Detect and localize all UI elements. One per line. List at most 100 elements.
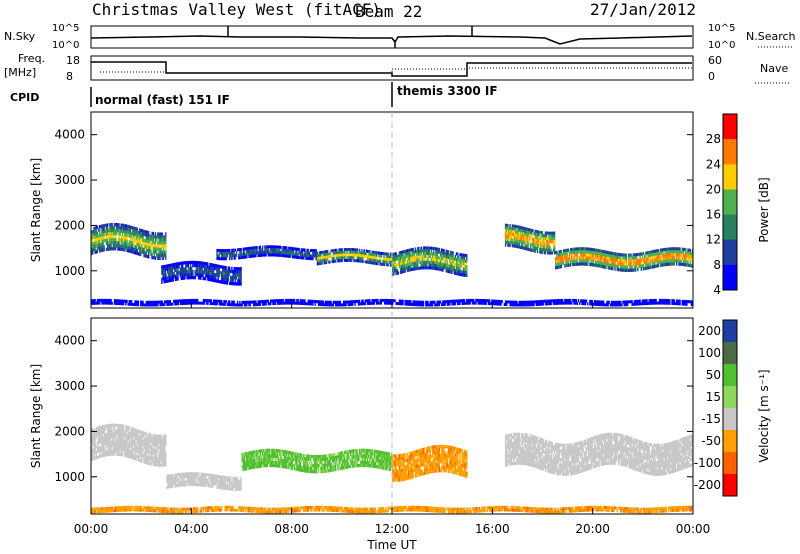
power-echo-cell	[338, 251, 340, 255]
power-echo-cell	[258, 248, 260, 252]
velocity-echo-cell	[96, 447, 99, 451]
power-echo-cell	[666, 301, 669, 305]
power-echo-cell	[417, 252, 419, 256]
power-echo-cell	[219, 280, 222, 284]
velocity-echo-cell	[152, 457, 154, 461]
power-echo-cell	[307, 248, 309, 252]
power-echo-cell	[652, 262, 654, 266]
velocity-echo-cell	[140, 453, 142, 457]
power-echo-cell	[358, 248, 361, 252]
power-echo-cell	[244, 303, 247, 307]
power-echo-cell	[678, 247, 680, 251]
power-echo-cell	[97, 234, 100, 238]
power-echo-cell	[548, 302, 550, 306]
power-echo-cell	[157, 253, 159, 257]
power-colorbar-tick: 20	[706, 182, 721, 196]
power-echo-cell	[364, 252, 366, 256]
power-echo-cell	[556, 262, 558, 267]
power-echo-cell	[417, 261, 419, 265]
velocity-echo-cell	[254, 456, 256, 460]
power-echo-cell	[680, 250, 682, 254]
power-echo-cell	[444, 263, 446, 267]
power-echo-cell	[268, 253, 271, 257]
power-echo-cell	[94, 299, 96, 302]
power-echo-cell	[232, 279, 234, 283]
power-echo-cell	[346, 300, 348, 304]
power-echo-cell	[655, 264, 657, 268]
power-echo-cell	[579, 259, 581, 263]
power-echo-cell	[169, 263, 171, 268]
power-echo-cell	[420, 252, 422, 256]
power-echo-cell	[515, 230, 517, 234]
velocity-echo-cell	[122, 427, 125, 431]
power-echo-cell	[121, 232, 124, 236]
power-echo-cell	[387, 263, 389, 267]
power-echo-cell	[446, 249, 449, 253]
power-echo-cell	[309, 302, 312, 306]
power-echo-cell	[260, 248, 263, 252]
velocity-echo-cell	[202, 478, 205, 482]
power-echo-cell	[656, 264, 658, 268]
power-echo-cell	[429, 252, 431, 256]
power-echo-cell	[165, 250, 167, 254]
velocity-echo-cell	[142, 448, 144, 452]
velocity-echo-cell	[154, 440, 157, 444]
power-echo-cell	[573, 299, 575, 302]
power-echo-cell	[665, 247, 667, 251]
power-echo-cell	[125, 227, 127, 231]
power-echo-cell	[531, 231, 533, 235]
power-echo-cell	[657, 252, 660, 256]
power-echo-cell	[429, 303, 431, 307]
power-echo-cell	[295, 247, 297, 251]
power-echo-cell	[451, 262, 453, 266]
power-echo-cell	[189, 263, 192, 268]
power-echo-cell	[176, 277, 178, 281]
power-echo-cell	[289, 252, 291, 256]
power-echo-cell	[657, 264, 660, 268]
power-echo-cell	[671, 253, 673, 257]
power-echo-cell	[356, 259, 359, 263]
velocity-echo-cell	[111, 435, 113, 439]
power-echo-cell	[496, 299, 499, 303]
power-echo-cell	[652, 265, 654, 269]
power-echo-cell	[439, 253, 442, 257]
power-echo-cell	[435, 255, 437, 259]
velocity-echo-cell	[114, 432, 117, 436]
power-echo-cell	[217, 270, 219, 274]
power-echo-cell	[549, 248, 551, 252]
power-echo-cell	[221, 251, 223, 255]
power-echo-cell	[281, 248, 283, 252]
power-echo-cell	[239, 250, 241, 254]
power-echo-cell	[366, 299, 369, 303]
power-echo-cell	[353, 248, 355, 252]
power-echo-cell	[425, 300, 427, 304]
power-echo-cell	[183, 301, 185, 305]
velocity-echo-cell	[251, 450, 254, 454]
velocity-echo-cell	[94, 447, 96, 452]
power-echo-cell	[373, 256, 376, 260]
power-echo-cell	[363, 254, 365, 258]
power-echo-cell	[252, 254, 255, 258]
power-echo-cell	[615, 255, 617, 259]
power-echo-cell	[510, 303, 512, 307]
velocity-echo-cell	[174, 476, 176, 480]
velocity-echo-cell	[161, 454, 164, 459]
power-echo-cell	[184, 270, 186, 274]
power-echo-cell	[404, 249, 406, 253]
power-echo-cell	[124, 224, 126, 228]
power-echo-cell	[445, 260, 447, 264]
power-echo-cell	[247, 252, 249, 256]
velocity-echo-cell	[202, 481, 205, 484]
power-echo-cell	[312, 254, 314, 258]
power-echo-cell	[177, 277, 179, 281]
power-echo-cell	[398, 265, 401, 269]
power-echo-cell	[121, 226, 124, 230]
power-echo-cell	[197, 261, 200, 265]
power-echo-cell	[425, 266, 427, 270]
power-echo-cell	[656, 252, 658, 256]
power-echo-cell	[148, 300, 150, 304]
velocity-echo-cell	[160, 452, 162, 456]
power-echo-cell	[181, 261, 184, 265]
power-echo-cell	[143, 244, 145, 249]
power-echo-cell	[242, 247, 244, 251]
